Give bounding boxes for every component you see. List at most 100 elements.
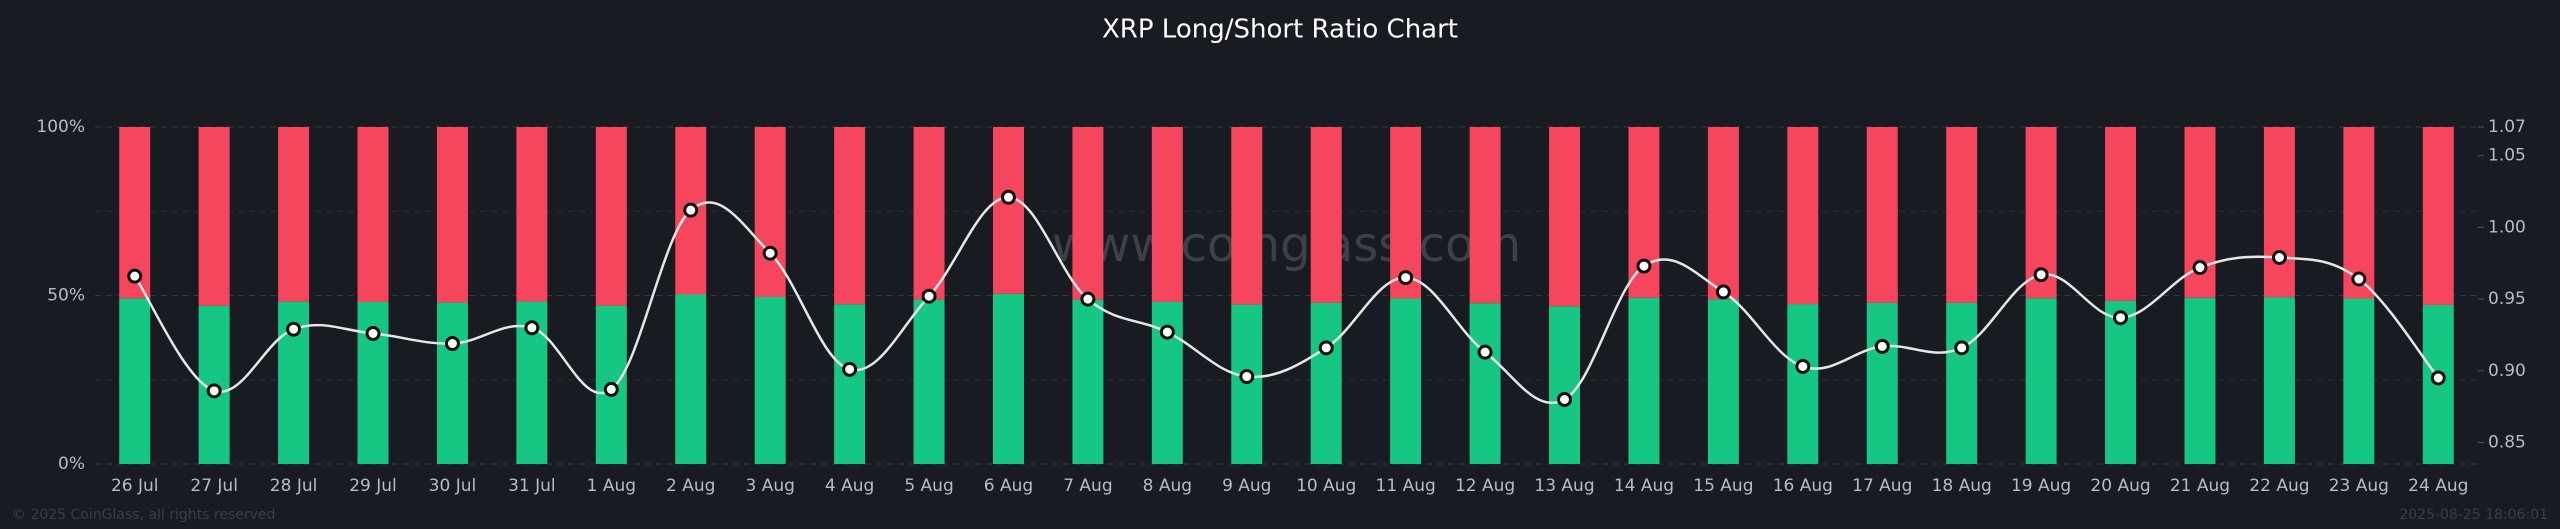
y-tick-label: 50% <box>47 286 85 306</box>
bar-segment <box>2184 297 2216 464</box>
bar-segment <box>754 297 786 464</box>
ratio-point <box>444 336 460 352</box>
ratio-point <box>1080 291 1096 307</box>
ratio-point <box>1715 284 1731 300</box>
y2-tick-label: 1.07 <box>2488 117 2526 137</box>
y2-tick-label: 0.90 <box>2488 361 2526 381</box>
ratio-point <box>1398 270 1414 286</box>
x-tick-label: 19 Aug <box>2011 476 2071 496</box>
x-tick-label: 6 Aug <box>984 476 1033 496</box>
x-tick-label: 17 Aug <box>1852 476 1912 496</box>
bar-segment <box>1866 127 1898 303</box>
bar-segment <box>1866 302 1898 464</box>
x-tick-label: 22 Aug <box>2249 476 2309 496</box>
ratio-point <box>524 320 540 336</box>
x-tick-label: 21 Aug <box>2170 476 2230 496</box>
x-tick-label: 20 Aug <box>2090 476 2150 496</box>
x-tick-label: 12 Aug <box>1455 476 1515 496</box>
bar-segment <box>913 127 945 300</box>
bar-segment <box>278 127 310 302</box>
x-tick-label: 27 Jul <box>190 476 238 496</box>
ratio-point <box>1000 189 1016 205</box>
x-tick-label: 24 Aug <box>2408 476 2468 496</box>
x-tick-label: 2 Aug <box>666 476 715 496</box>
ratio-point <box>286 321 302 337</box>
bar-segment <box>1707 299 1739 464</box>
x-tick-label: 29 Jul <box>349 476 397 496</box>
bar-segment <box>1310 127 1342 303</box>
x-tick-label: 28 Jul <box>270 476 318 496</box>
bar-segment <box>2263 127 2295 298</box>
x-tick-label: 14 Aug <box>1614 476 1674 496</box>
bar-segment <box>436 302 468 464</box>
x-tick-label: 18 Aug <box>1932 476 1992 496</box>
x-tick-label: 4 Aug <box>825 476 874 496</box>
x-tick-label: 7 Aug <box>1063 476 1112 496</box>
bar-segment <box>2025 298 2057 464</box>
x-tick-label: 15 Aug <box>1693 476 1753 496</box>
chart-title: XRP Long/Short Ratio Chart <box>1102 15 1458 45</box>
ratio-point <box>1318 340 1334 356</box>
y2-tick-label: 1.00 <box>2488 217 2526 237</box>
ratio-point <box>2033 267 2049 283</box>
y2-tick-label: 0.95 <box>2488 289 2526 309</box>
ratio-point <box>1636 258 1652 274</box>
x-tick-label: 1 Aug <box>587 476 636 496</box>
ratio-point <box>2192 260 2208 276</box>
bar-segment <box>834 127 866 305</box>
y2-tick-label: 0.85 <box>2488 432 2526 452</box>
ratio-point <box>1239 369 1255 385</box>
timestamp: 2025-08-25 18:06:01 <box>2399 507 2548 523</box>
bar-segment <box>2105 127 2137 301</box>
bar-segment <box>992 127 1024 294</box>
bar-segment <box>436 127 468 303</box>
bar-segment <box>2422 127 2454 305</box>
ratio-point <box>365 326 381 342</box>
x-tick-label: 26 Jul <box>111 476 159 496</box>
bar-segment <box>2343 298 2375 464</box>
ratio-point <box>206 383 222 399</box>
bar-segment <box>1469 127 1501 304</box>
bar-segment <box>1072 299 1104 464</box>
bar-segment <box>1469 303 1501 464</box>
y-tick-label: 100% <box>36 117 85 137</box>
bar-segment <box>834 304 866 464</box>
y2-tick-label: 1.05 <box>2488 146 2526 166</box>
bar-segment <box>357 127 389 302</box>
y-tick-label: 0% <box>58 454 85 474</box>
x-tick-label: 31 Jul <box>508 476 556 496</box>
x-tick-label: 13 Aug <box>1534 476 1594 496</box>
ratio-point <box>762 245 778 261</box>
watermark: www.coinglass.com <box>1052 217 1521 273</box>
bar-segment <box>119 298 151 464</box>
bar-segment <box>1072 127 1104 300</box>
ratio-point <box>2113 310 2129 326</box>
bar-segment <box>1787 304 1819 464</box>
bar-segment <box>595 127 627 306</box>
bar-segment <box>992 293 1024 464</box>
bar-segment <box>1946 302 1978 464</box>
ratio-point <box>603 381 619 397</box>
ratio-point <box>1874 338 1890 354</box>
x-tick-label: 3 Aug <box>745 476 794 496</box>
bar-segment <box>1310 302 1342 464</box>
bar-segment <box>2263 297 2295 464</box>
x-tick-label: 30 Jul <box>429 476 477 496</box>
copyright: © 2025 CoinGlass, all rights reserved <box>12 507 275 523</box>
bar-segment <box>1707 127 1739 300</box>
ratio-point <box>2271 249 2287 265</box>
bar-segment <box>913 299 945 464</box>
bar-segment <box>1231 304 1263 464</box>
ratio-point <box>127 268 143 284</box>
ratio-point <box>842 361 858 377</box>
ratio-point <box>1795 358 1811 374</box>
x-tick-label: 16 Aug <box>1773 476 1833 496</box>
bar-segment <box>754 127 786 298</box>
x-tick-label: 10 Aug <box>1296 476 1356 496</box>
bar-segment <box>198 127 230 306</box>
ratio-point <box>1159 324 1175 340</box>
x-tick-label: 9 Aug <box>1222 476 1271 496</box>
bar-segment <box>1549 127 1581 307</box>
